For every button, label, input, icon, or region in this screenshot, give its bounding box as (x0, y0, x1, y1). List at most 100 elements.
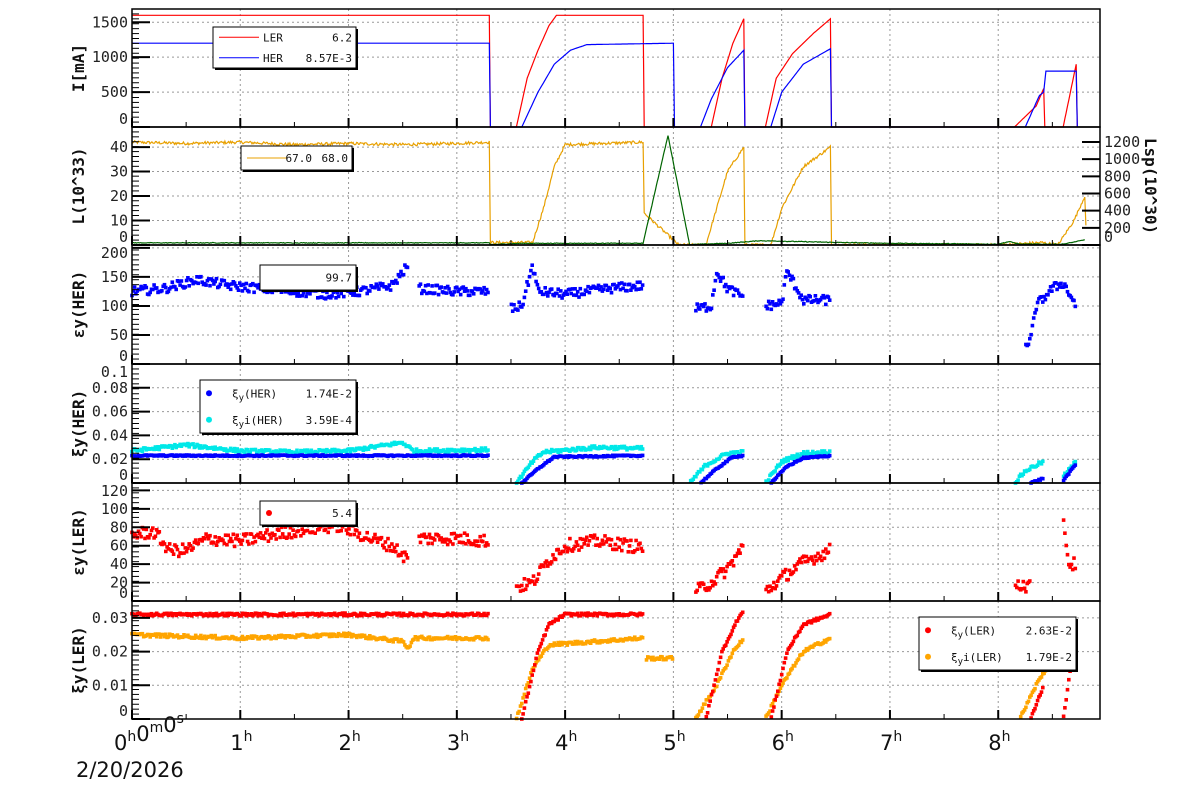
data-point (578, 536, 583, 541)
data-point (344, 450, 349, 454)
data-point (555, 448, 559, 452)
data-point (465, 289, 469, 293)
data-point (640, 635, 645, 640)
data-point (456, 289, 460, 294)
data-point (705, 586, 710, 590)
data-point (709, 306, 714, 311)
data-point (162, 282, 167, 287)
data-point (200, 280, 204, 284)
data-point (809, 452, 814, 456)
data-point (718, 655, 723, 660)
data-point (169, 444, 173, 448)
data-point (789, 278, 793, 282)
data-point (714, 574, 719, 579)
y-tick-label: 0 (119, 228, 128, 246)
data-point (591, 536, 596, 540)
data-point (776, 579, 780, 583)
data-point (517, 300, 521, 304)
data-point (785, 651, 789, 655)
data-point (184, 278, 189, 283)
data-point (157, 447, 162, 452)
data-point (765, 584, 770, 589)
data-point (730, 629, 735, 633)
data-point (824, 640, 828, 644)
data-point (1026, 699, 1031, 704)
data-point (239, 542, 243, 546)
data-point (795, 289, 800, 293)
data-point (791, 639, 796, 644)
data-point (516, 479, 520, 484)
data-point (427, 447, 432, 451)
data-point (531, 668, 536, 673)
data-point (701, 582, 706, 587)
data-point (535, 282, 540, 287)
data-point (778, 462, 783, 466)
data-point (557, 643, 562, 647)
data-point (171, 552, 176, 556)
data-point (789, 456, 793, 461)
data-point (556, 640, 560, 645)
data-point (578, 614, 583, 618)
data-point (432, 447, 437, 451)
data-point (818, 452, 823, 456)
data-point (705, 464, 710, 468)
data-point (427, 532, 432, 537)
data-point (1038, 693, 1042, 697)
data-point (1013, 583, 1018, 588)
data-point (452, 531, 456, 536)
data-point (196, 541, 201, 546)
data-point (720, 569, 724, 574)
data-point (144, 527, 149, 532)
data-point (740, 638, 745, 642)
data-point (520, 583, 524, 588)
data-point (592, 444, 597, 448)
data-point (570, 287, 575, 291)
data-point (587, 539, 592, 543)
data-point (326, 632, 330, 637)
data-point (586, 284, 590, 289)
data-point (409, 640, 414, 645)
data-point (414, 447, 419, 451)
data-point (740, 453, 745, 458)
data-point (782, 283, 787, 287)
data-point (821, 452, 825, 456)
data-point (608, 543, 612, 547)
data-point (781, 666, 785, 671)
chart-marks (130, 14, 1087, 721)
data-point (274, 449, 278, 453)
data-point (737, 548, 741, 552)
data-point (365, 291, 369, 296)
y2-tick-label: 600 (1104, 185, 1131, 203)
data-point (777, 682, 781, 687)
data-point (196, 443, 201, 448)
data-point (544, 628, 549, 632)
data-point (713, 678, 718, 682)
data-point (604, 283, 609, 288)
legend-value: 5.4 (332, 507, 352, 520)
data-point (392, 545, 397, 550)
data-point (612, 547, 616, 552)
data-point (243, 286, 247, 291)
data-point (313, 531, 317, 535)
data-point (601, 287, 606, 291)
data-point (452, 290, 456, 294)
data-point (725, 289, 729, 294)
data-point (803, 559, 807, 564)
data-point (425, 291, 429, 296)
data-point (203, 536, 207, 541)
data-point (544, 290, 549, 295)
data-point (800, 652, 805, 657)
data-point (319, 295, 324, 299)
data-point (429, 536, 433, 540)
data-point (811, 449, 815, 454)
data-point (598, 641, 602, 645)
data-point (740, 544, 745, 548)
data-point (512, 303, 516, 307)
data-point (345, 531, 350, 536)
data-point (1042, 294, 1046, 299)
data-point (670, 657, 675, 661)
data-point (458, 449, 463, 454)
data-point (521, 588, 525, 593)
data-point (794, 661, 798, 665)
data-point (811, 558, 815, 563)
